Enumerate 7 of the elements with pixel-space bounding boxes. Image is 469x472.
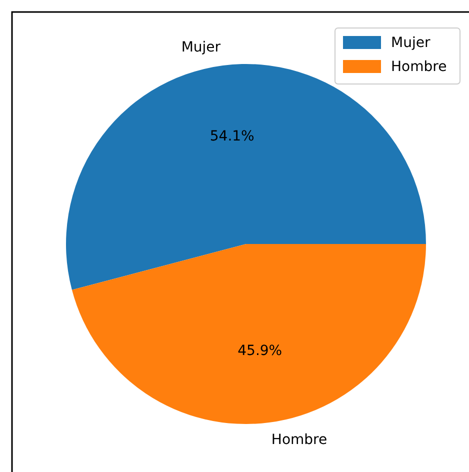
legend-label: Mujer: [391, 34, 430, 51]
data-label: 54.1%: [210, 128, 254, 145]
data-label: 45.9%: [238, 342, 282, 359]
slice-label: Mujer: [181, 39, 221, 56]
pie-slice: [72, 244, 426, 424]
legend-label: Hombre: [391, 58, 447, 75]
slice-label: Hombre: [271, 432, 328, 448]
